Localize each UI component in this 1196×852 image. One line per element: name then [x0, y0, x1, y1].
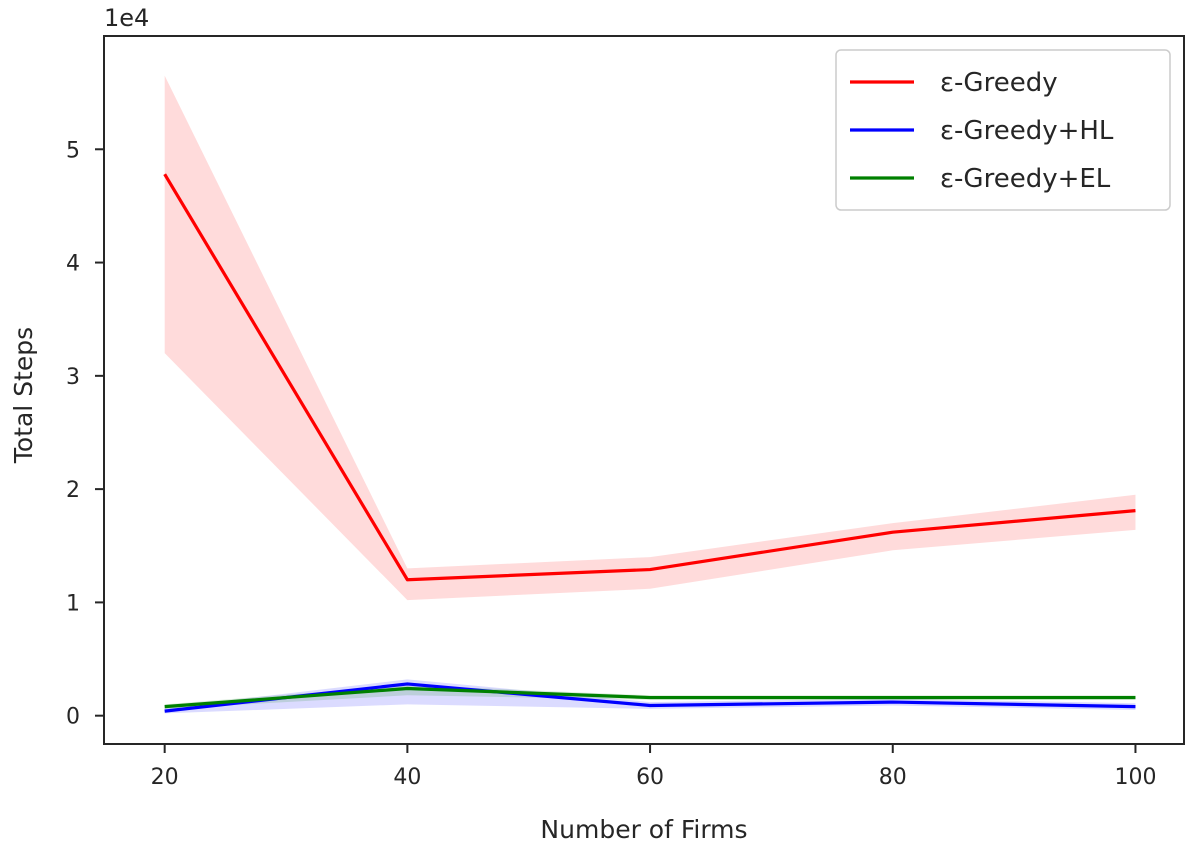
- plot-area-frame: [103, 35, 1185, 745]
- y-axis-label: Total Steps: [9, 327, 38, 464]
- line-series-2: [164, 686, 1136, 709]
- legend-label-0: ε-Greedy: [940, 68, 1058, 98]
- x-axis-label: Number of Firms: [540, 815, 747, 844]
- x-tick-label: 20: [151, 765, 179, 790]
- y-offset-label: 1e4: [104, 4, 149, 32]
- y-tick-label: 4: [66, 252, 80, 277]
- x-axis-ticks: 20 40 60 80 100: [151, 744, 1156, 790]
- line-series-0: [163, 173, 1136, 582]
- x-tick-label: 60: [636, 765, 664, 790]
- y-tick-label: 2: [66, 478, 80, 503]
- legend-label-1: ε-Greedy+HL: [940, 116, 1114, 146]
- legend-label-2: ε-Greedy+EL: [940, 164, 1111, 194]
- y-tick-label: 1: [66, 591, 80, 616]
- legend: ε-Greedy ε-Greedy+HL ε-Greedy+EL: [835, 49, 1171, 211]
- legend-box: [835, 49, 1171, 211]
- y-tick-label: 0: [66, 705, 80, 730]
- x-tick-label: 100: [1114, 765, 1156, 790]
- x-tick-label: 40: [393, 765, 421, 790]
- y-tick-label: 5: [66, 138, 80, 163]
- y-axis-ticks: 0 1 2 3 4 5: [66, 138, 104, 730]
- y-tick-label: 3: [66, 365, 80, 390]
- x-tick-label: 80: [879, 765, 907, 790]
- series-lines: [163, 173, 1136, 713]
